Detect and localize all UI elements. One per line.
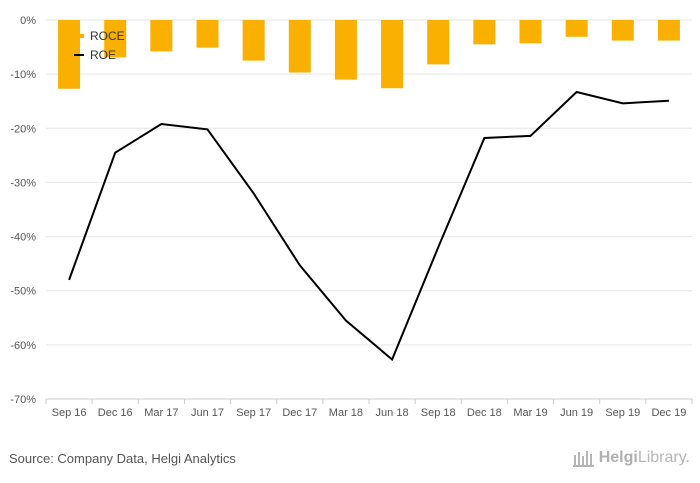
roce-bar bbox=[565, 20, 588, 37]
brand-name: Helgi bbox=[598, 449, 638, 466]
x-tick-label: Sep 17 bbox=[236, 407, 271, 419]
roce-bar bbox=[519, 20, 542, 44]
x-tick-label: Dec 17 bbox=[282, 407, 317, 419]
x-tick-label: Mar 18 bbox=[329, 407, 363, 419]
brand-suffix: Library. bbox=[637, 449, 690, 466]
x-tick-label: Dec 16 bbox=[98, 407, 133, 419]
x-tick-label: Dec 18 bbox=[467, 407, 502, 419]
y-tick-label: -60% bbox=[10, 340, 36, 352]
x-tick-label: Sep 18 bbox=[421, 407, 456, 419]
y-tick-label: -20% bbox=[10, 123, 36, 135]
roce-bar bbox=[657, 20, 680, 41]
library-icon bbox=[572, 451, 594, 467]
x-tick-label: Sep 16 bbox=[52, 407, 87, 419]
y-tick-label: -30% bbox=[10, 177, 36, 189]
roe-line bbox=[68, 90, 669, 362]
roce-bar bbox=[473, 20, 496, 45]
y-tick-label: 0% bbox=[20, 15, 36, 27]
y-tick-label: -10% bbox=[10, 69, 36, 81]
brand-logo: HelgiLibrary. bbox=[572, 449, 690, 467]
x-tick-label: Sep 19 bbox=[605, 407, 640, 419]
roce-bar bbox=[611, 20, 634, 41]
roce-bar bbox=[104, 20, 127, 58]
legend-roce-label: ROCE bbox=[90, 29, 125, 43]
x-tick-label: Mar 19 bbox=[513, 407, 547, 419]
x-tick-label: Jun 19 bbox=[560, 407, 593, 419]
x-tick-label: Mar 17 bbox=[144, 407, 178, 419]
x-tick-label: Dec 19 bbox=[651, 407, 686, 419]
y-tick-label: -50% bbox=[10, 286, 36, 298]
roce-bar bbox=[242, 20, 265, 61]
x-tick-label: Jun 17 bbox=[191, 407, 224, 419]
roce-bar bbox=[58, 20, 81, 89]
roce-bar bbox=[196, 20, 219, 48]
legend-roce-swatch bbox=[76, 34, 84, 38]
x-tick-label: Jun 18 bbox=[376, 407, 409, 419]
roce-bar bbox=[288, 20, 311, 73]
y-tick-label: -40% bbox=[10, 232, 36, 244]
y-tick-label: -70% bbox=[10, 394, 36, 406]
roce-bar bbox=[334, 20, 357, 80]
source-note: Source: Company Data, Helgi Analytics bbox=[9, 451, 236, 466]
roce-bar bbox=[381, 20, 404, 89]
legend-roe-label: ROE bbox=[90, 48, 116, 62]
roce-bar bbox=[150, 20, 173, 52]
combo-chart: 0% -10% -20% -30% -40% -50% -60% -70% Sep 16 Dec … bbox=[10, 15, 693, 419]
roce-bar bbox=[427, 20, 450, 65]
